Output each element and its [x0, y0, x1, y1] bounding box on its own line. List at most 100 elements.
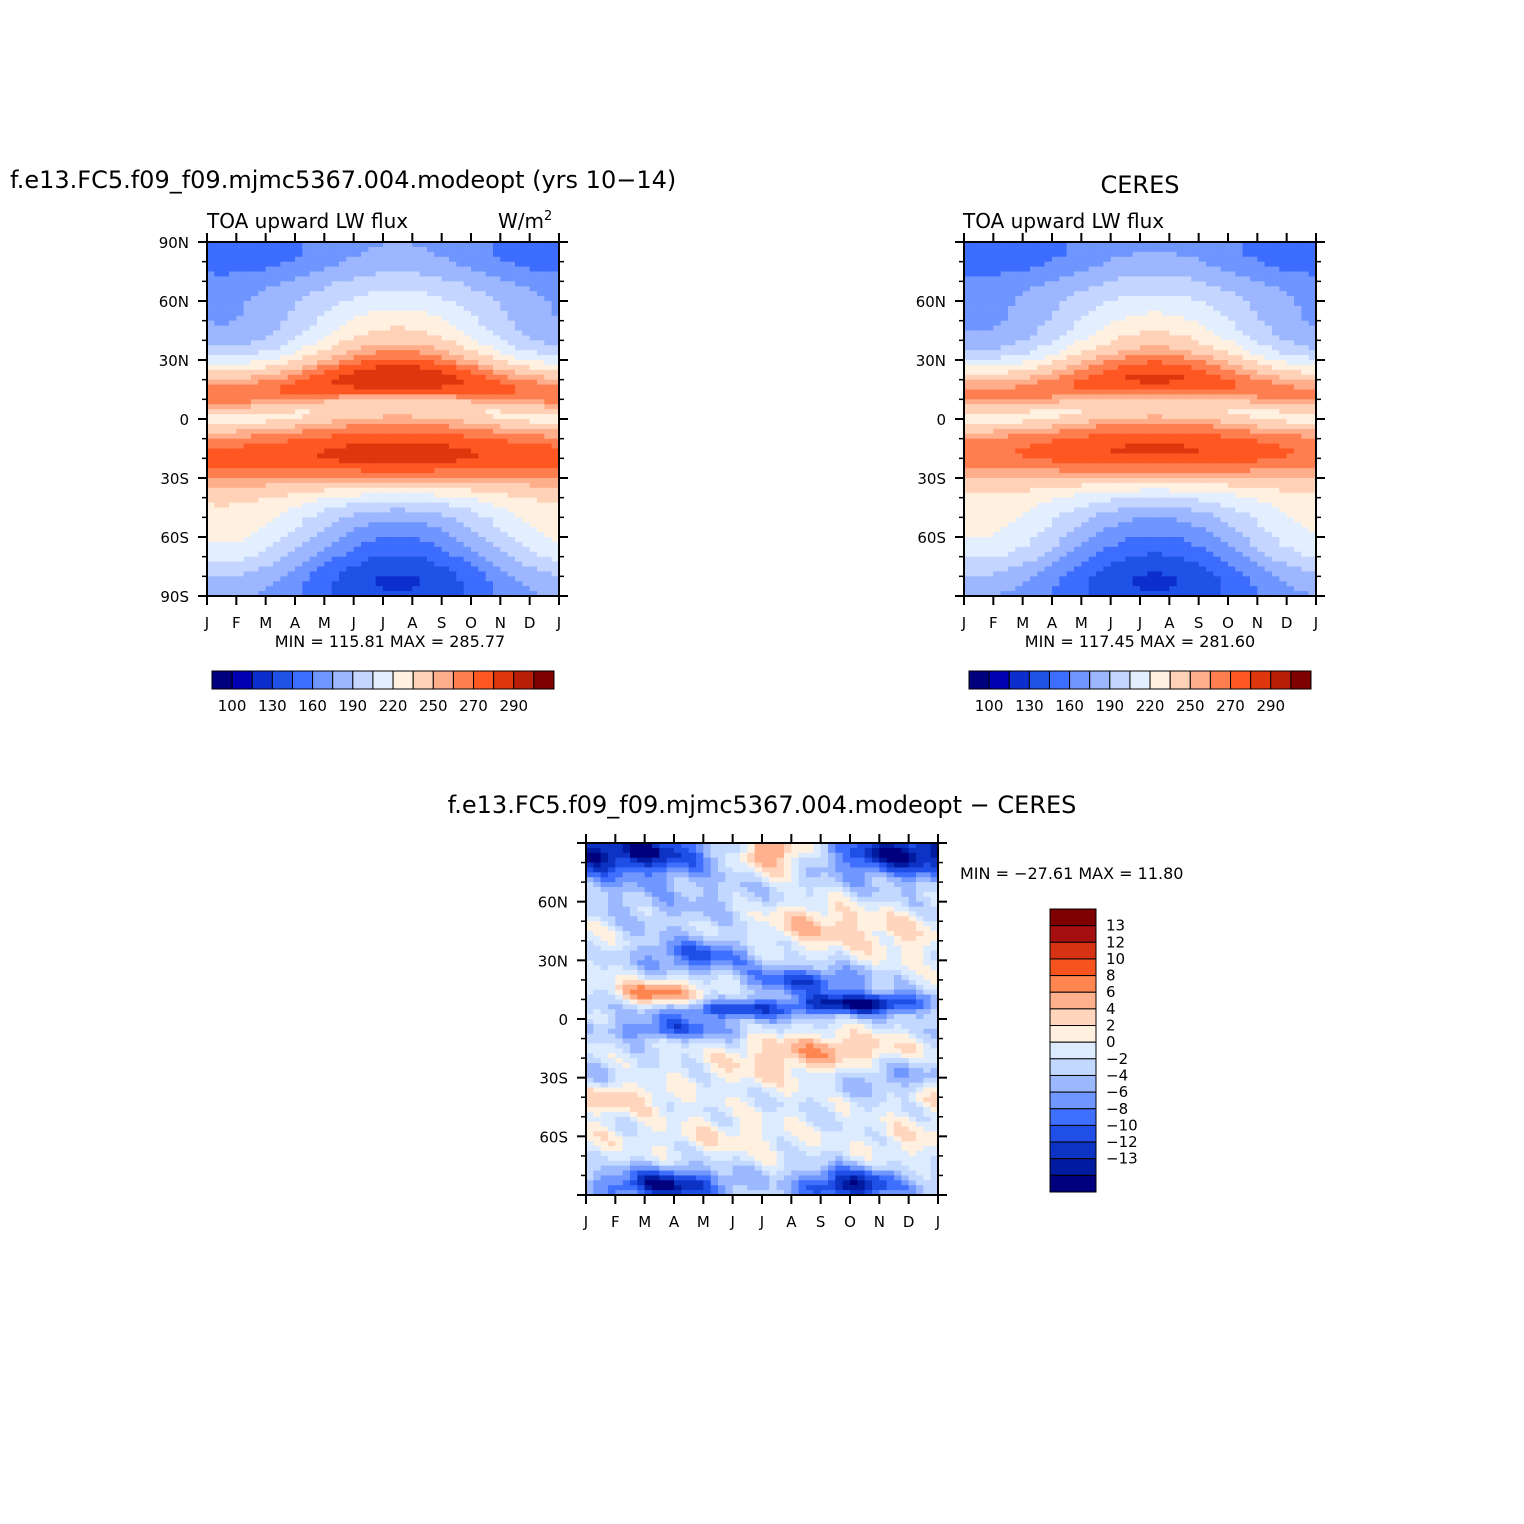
- contour-cell: [964, 497, 972, 504]
- contour-cell: [993, 448, 1002, 455]
- contour-cell: [456, 340, 465, 346]
- contour-cell: [243, 571, 252, 577]
- contour-cell: [375, 379, 384, 386]
- contour-cell: [471, 399, 479, 405]
- contour-cell: [280, 541, 289, 548]
- contour-cell: [463, 409, 472, 415]
- contour-cell: [978, 404, 987, 410]
- contour-cell: [1000, 340, 1009, 346]
- contour-cell: [317, 527, 325, 533]
- contour-cell: [317, 281, 325, 287]
- contour-cell: [229, 364, 237, 371]
- contour-cell: [551, 355, 560, 361]
- contour-cell: [1037, 345, 1046, 351]
- contour-cell: [522, 527, 531, 533]
- contour-cell: [1000, 242, 1009, 248]
- contour-cell: [1044, 409, 1053, 415]
- contour-cell: [331, 242, 340, 248]
- contour-cell: [1088, 423, 1097, 430]
- contour-cell: [214, 242, 223, 248]
- contour-cell: [471, 296, 479, 302]
- contour-cell: [544, 340, 553, 346]
- contour-cell: [1103, 394, 1112, 400]
- contour-cell: [265, 335, 274, 341]
- contour-cell: [463, 532, 472, 538]
- contour-cell: [978, 291, 987, 297]
- contour-cell: [485, 345, 494, 351]
- contour-cell: [1081, 458, 1090, 464]
- contour-cell: [405, 296, 413, 302]
- contour-cell: [434, 404, 443, 410]
- contour-cell: [361, 478, 369, 484]
- contour-cell: [353, 527, 362, 533]
- contour-cell: [493, 492, 501, 499]
- contour-cell: [522, 487, 531, 494]
- contour-cell: [1044, 256, 1053, 263]
- contour-cell: [1081, 330, 1090, 337]
- contour-cell: [221, 571, 230, 577]
- contour-cell: [964, 345, 972, 351]
- contour-cell: [251, 463, 259, 469]
- contour-cell: [258, 335, 267, 341]
- contour-cell: [986, 266, 994, 273]
- contour-cell: [1066, 360, 1075, 366]
- contour-cell: [397, 379, 406, 386]
- contour-cell: [434, 389, 443, 396]
- contour-cell: [493, 404, 501, 410]
- contour-cell: [529, 473, 538, 479]
- contour-cell: [500, 384, 509, 391]
- contour-cell: [1066, 566, 1075, 573]
- contour-cell: [1074, 350, 1082, 356]
- contour-cell: [964, 276, 972, 282]
- contour-cell: [551, 271, 560, 278]
- contour-cell: [324, 404, 333, 410]
- contour-cell: [1052, 340, 1060, 346]
- contour-cell: [383, 566, 391, 573]
- contour-cell: [1030, 251, 1038, 258]
- contour-cell: [339, 350, 347, 356]
- contour-cell: [522, 266, 531, 273]
- contour-cell: [280, 507, 289, 514]
- contour-cell: [287, 478, 296, 484]
- contour-cell: [507, 286, 516, 292]
- contour-cell: [1037, 527, 1046, 533]
- contour-cell: [339, 281, 347, 287]
- contour-cell: [522, 537, 531, 543]
- contour-cell: [324, 556, 333, 563]
- contour-cell: [397, 433, 406, 440]
- contour-cell: [280, 340, 289, 346]
- contour-cell: [493, 389, 501, 396]
- contour-cell: [214, 541, 223, 548]
- contour-cell: [412, 551, 421, 558]
- contour-cell: [229, 537, 237, 543]
- contour-cell: [295, 315, 303, 322]
- contour-cell: [390, 482, 399, 489]
- contour-cell: [258, 492, 267, 499]
- contour-cell: [515, 492, 523, 499]
- contour-cell: [544, 251, 553, 258]
- contour-cell: [280, 384, 289, 391]
- contour-cell: [463, 286, 472, 292]
- contour-cell: [265, 458, 274, 464]
- contour-cell: [449, 428, 457, 435]
- contour-cell: [405, 551, 413, 558]
- contour-cell: [507, 537, 516, 543]
- contour-cell: [427, 389, 435, 396]
- contour-cell: [1052, 581, 1060, 587]
- contour-cell: [287, 492, 296, 499]
- contour-cell: [236, 301, 245, 307]
- contour-cell: [463, 541, 472, 548]
- contour-cell: [993, 546, 1002, 553]
- contour-cell: [243, 591, 252, 597]
- contour-cell: [1081, 537, 1090, 543]
- contour-cell: [317, 586, 325, 592]
- contour-cell: [1074, 384, 1082, 391]
- contour-cell: [978, 561, 987, 568]
- contour-cell: [207, 487, 215, 494]
- contour-cell: [456, 453, 465, 459]
- contour-cell: [390, 566, 399, 573]
- contour-cell: [309, 310, 318, 317]
- contour-cell: [515, 487, 523, 494]
- contour-cell: [544, 355, 553, 361]
- contour-cell: [383, 571, 391, 577]
